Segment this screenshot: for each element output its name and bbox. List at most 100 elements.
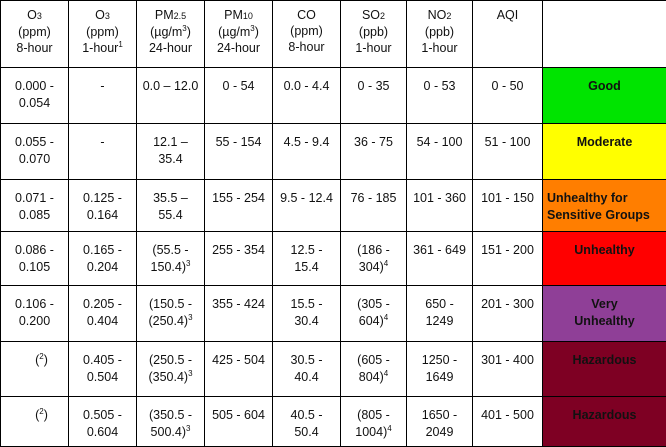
footnote-marker: 3 bbox=[188, 369, 192, 378]
range-line: 0.071 - bbox=[15, 191, 54, 205]
unit-label: (ppm) bbox=[86, 25, 119, 39]
range-line: 15.4 bbox=[294, 260, 318, 274]
range-line: 55 - 154 bbox=[216, 135, 262, 149]
cell-pm10: 0 - 54 bbox=[205, 68, 273, 124]
aqi-range: 201 - 300 bbox=[481, 297, 534, 311]
cell-o3-1hr: 0.205 - 0.404 bbox=[69, 286, 137, 342]
range-line: 40.5 - bbox=[291, 408, 323, 422]
range-line: 4.5 - 9.4 bbox=[284, 135, 330, 149]
cell-co: 15.5 -30.4 bbox=[273, 286, 341, 342]
cell-no2: 1250 -1649 bbox=[407, 342, 473, 397]
pollutant-name: O bbox=[95, 8, 105, 22]
range-line: 355 - 424 bbox=[212, 297, 265, 311]
range-line: 0.205 - bbox=[83, 297, 122, 311]
category-label: Unhealthy bbox=[574, 314, 634, 328]
cell-o3-8hr: 0.086 -0.105 bbox=[1, 232, 69, 286]
cell-no2: 1650 -2049 bbox=[407, 397, 473, 447]
footnote-marker: 4 bbox=[384, 313, 388, 322]
paren-close: ) bbox=[44, 408, 48, 422]
range-line: 0.164 bbox=[87, 208, 118, 222]
cell-pm10: 255 - 354 bbox=[205, 232, 273, 286]
range-line: 304) bbox=[359, 260, 384, 274]
table-row-unhealthy-sensitive: 0.071 -0.085 0.125 -0.164 35.5 –55.4 155… bbox=[1, 180, 666, 232]
cell-aqi: 101 - 150 bbox=[473, 180, 543, 232]
footnote-marker: 1 bbox=[118, 40, 122, 49]
aqi-range: 151 - 200 bbox=[481, 243, 534, 257]
range-line: 0.404 bbox=[87, 314, 118, 328]
range-line: 55.4 bbox=[158, 208, 182, 222]
cell-o3-8hr: (2) bbox=[1, 342, 69, 397]
range-line: (186 - bbox=[357, 243, 390, 257]
range-line: 1250 - bbox=[422, 353, 457, 367]
table-row-unhealthy: 0.086 -0.105 0.165 -0.204 (55.5 -150.4)3… bbox=[1, 232, 666, 286]
cell-no2: 101 - 360 bbox=[407, 180, 473, 232]
cell-aqi: 51 - 100 bbox=[473, 124, 543, 180]
period-label: 24-hour bbox=[217, 41, 260, 55]
range-line: 15.5 - bbox=[291, 297, 323, 311]
footnote-marker: 4 bbox=[384, 369, 388, 378]
range-line: 0.125 - bbox=[83, 191, 122, 205]
footnote-marker: 3 bbox=[186, 424, 190, 433]
cell-aqi: 301 - 400 bbox=[473, 342, 543, 397]
cell-pm10: 505 - 604 bbox=[205, 397, 273, 447]
category-label: Unhealthy for bbox=[547, 191, 628, 205]
range-line: 804) bbox=[359, 370, 384, 384]
range-line: - bbox=[100, 135, 104, 149]
cell-no2: 54 - 100 bbox=[407, 124, 473, 180]
range-line: 36 - 75 bbox=[354, 135, 393, 149]
pollutant-subscript: 10 bbox=[243, 11, 253, 21]
aqi-range: 301 - 400 bbox=[481, 353, 534, 367]
period-label: 1-hour bbox=[421, 41, 457, 55]
period-label: 24-hour bbox=[149, 41, 192, 55]
header-row: O3 (ppm) 8-hour O3 (ppm) 1-hour1 PM2.5 (… bbox=[1, 1, 666, 68]
range-line: 1249 bbox=[426, 314, 454, 328]
range-line: (150.5 - bbox=[149, 297, 192, 311]
header-aqi: AQI bbox=[473, 1, 543, 68]
range-line: 0.405 - bbox=[83, 353, 122, 367]
range-line: 1004) bbox=[355, 425, 387, 439]
cell-aqi: 151 - 200 bbox=[473, 232, 543, 286]
range-line: 0.086 - bbox=[15, 243, 54, 257]
category-label: Hazardous bbox=[573, 408, 637, 422]
pollutant-subscript: 2 bbox=[446, 11, 451, 21]
cell-o3-1hr: - bbox=[69, 68, 137, 124]
category-label: Very bbox=[591, 297, 617, 311]
range-line: 0.604 bbox=[87, 425, 118, 439]
range-line: 0.505 - bbox=[83, 408, 122, 422]
pollutant-name: NO bbox=[428, 8, 447, 22]
range-line: 0.0 – 12.0 bbox=[143, 79, 199, 93]
cell-aqi: 201 - 300 bbox=[473, 286, 543, 342]
cell-o3-1hr: 0.125 - 0.164 bbox=[69, 180, 137, 232]
cell-pm25: 35.5 –55.4 bbox=[137, 180, 205, 232]
cell-co: 9.5 - 12.4 bbox=[273, 180, 341, 232]
category-very-unhealthy: Very Unhealthy bbox=[543, 286, 666, 342]
range-line: 0.070 bbox=[19, 152, 50, 166]
range-line: 0.000 - bbox=[15, 79, 54, 93]
range-line: 0.0 - 4.4 bbox=[284, 79, 330, 93]
footnote-marker: 3 bbox=[188, 313, 192, 322]
cell-so2: 36 - 75 bbox=[341, 124, 407, 180]
unit-label: (ppm) bbox=[18, 25, 51, 39]
range-line: 650 - bbox=[425, 297, 454, 311]
period-label: 8-hour bbox=[288, 40, 324, 54]
cell-pm25: 0.0 – 12.0 bbox=[137, 68, 205, 124]
pollutant-name: CO bbox=[297, 8, 316, 22]
category-label: Hazardous bbox=[573, 353, 637, 367]
cell-o3-1hr: 0.405 - 0.504 bbox=[69, 342, 137, 397]
unit-label: (ppb) bbox=[359, 25, 388, 39]
range-line: 0.504 bbox=[87, 370, 118, 384]
range-line: 604) bbox=[359, 314, 384, 328]
aqi-range: 101 - 150 bbox=[481, 191, 534, 205]
cell-co: 0.0 - 4.4 bbox=[273, 68, 341, 124]
unit-label: (ppb) bbox=[425, 25, 454, 39]
range-line: (350.5 - bbox=[149, 408, 192, 422]
range-line: 361 - 649 bbox=[413, 243, 466, 257]
cell-pm10: 55 - 154 bbox=[205, 124, 273, 180]
unit-close: ) bbox=[187, 25, 191, 39]
category-hazardous: Hazardous bbox=[543, 397, 666, 447]
cell-so2: (186 -304)4 bbox=[341, 232, 407, 286]
range-line: (350.4) bbox=[148, 370, 188, 384]
period-label: 1-hour bbox=[82, 41, 118, 55]
